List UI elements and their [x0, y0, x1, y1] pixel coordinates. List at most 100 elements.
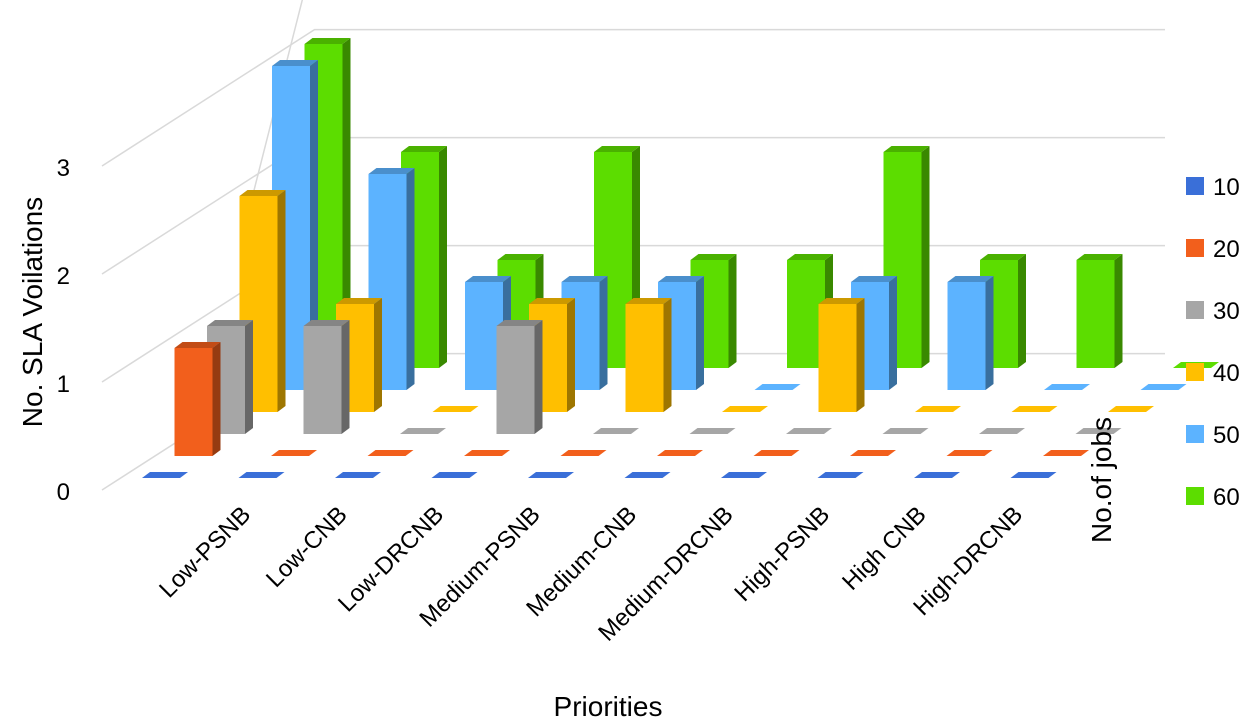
- bar-flat: [753, 450, 800, 456]
- legend-label: 10: [1213, 174, 1240, 201]
- bar-40-5: [625, 298, 672, 412]
- bar-10-4: [431, 472, 478, 478]
- bar-10-6: [624, 472, 671, 478]
- bar-flat: [142, 472, 188, 478]
- bar-30-3: [400, 428, 446, 434]
- bar-side: [534, 320, 543, 434]
- category-labels: Low-PSNB Low-CNBLow-DRCNBMedium-PSNBMediu…: [154, 501, 1028, 646]
- bar-top: [174, 342, 221, 348]
- bar-top: [336, 298, 382, 304]
- bar-20-6: [657, 450, 703, 456]
- bar-50-6: [754, 384, 801, 390]
- bar-top: [497, 254, 544, 260]
- bar-front: [174, 348, 213, 456]
- x-axis-title: Priorities: [554, 691, 663, 722]
- bar-front: [625, 304, 664, 412]
- x-tick-label: Low-CNB: [261, 501, 353, 593]
- bar-top: [465, 276, 511, 282]
- bar-40-10: [1108, 406, 1154, 412]
- bar-top: [625, 298, 672, 304]
- bar-top: [1076, 254, 1123, 260]
- bar-front: [818, 304, 857, 412]
- bar-10-3: [335, 472, 381, 478]
- bar-side: [728, 254, 737, 368]
- bar-side: [310, 60, 318, 390]
- bar-side: [696, 276, 704, 390]
- bar-30-10: [1075, 428, 1122, 434]
- legend-swatch: [1186, 239, 1204, 257]
- bar-50-9: [1044, 384, 1090, 390]
- bar-top: [594, 146, 640, 152]
- bar-top: [272, 60, 318, 66]
- bar-side: [985, 276, 994, 390]
- legend-swatch: [1186, 301, 1204, 319]
- bar-top: [851, 276, 897, 282]
- bar-top: [304, 38, 351, 44]
- bar-10-10: [1010, 472, 1057, 478]
- legend-label: 30: [1213, 298, 1240, 325]
- bar-10-8: [817, 472, 864, 478]
- bar-30-7: [786, 428, 832, 434]
- bar-50-8: [947, 276, 994, 390]
- bars: [142, 38, 1219, 478]
- bar-flat: [1044, 384, 1090, 390]
- legend-swatch: [1186, 425, 1204, 443]
- bar-side: [856, 298, 865, 412]
- bar-flat: [817, 472, 864, 478]
- bar-front: [947, 282, 986, 390]
- bar-flat: [271, 450, 317, 456]
- bar-40-7: [818, 298, 865, 412]
- bar-side: [1018, 254, 1026, 368]
- bar-20-3: [367, 450, 414, 456]
- bar-30-4: [496, 320, 543, 434]
- bar-flat: [1108, 406, 1154, 412]
- bar-flat: [1140, 384, 1187, 390]
- bar-20-8: [850, 450, 896, 456]
- bar-flat: [528, 472, 574, 478]
- legend-label: 60: [1213, 484, 1240, 511]
- bar-flat: [624, 472, 671, 478]
- y-axis-title: No. SLA Voilations: [17, 197, 48, 427]
- y-ticks: 0 1 2 3: [57, 155, 70, 506]
- bar-side: [342, 38, 351, 368]
- bar-front: [1076, 260, 1115, 368]
- bar-side: [1114, 254, 1123, 368]
- bar-side: [889, 276, 897, 390]
- x-tick-label: Low-PSNB: [154, 501, 256, 603]
- bar-side: [439, 146, 447, 368]
- bar-20-1: [174, 342, 221, 456]
- bar-flat: [722, 406, 768, 412]
- bar-10-7: [721, 472, 767, 478]
- bar-flat: [915, 406, 961, 412]
- legend-swatch: [1186, 487, 1204, 505]
- bar-top: [207, 320, 253, 326]
- bar-40-6: [722, 406, 768, 412]
- bar-40-3: [432, 406, 479, 412]
- bar-40-8: [915, 406, 961, 412]
- bar-flat: [850, 450, 896, 456]
- bar-side: [245, 320, 253, 434]
- bar-flat: [786, 428, 832, 434]
- y-tick-label: 1: [57, 371, 70, 398]
- bar-top: [303, 320, 350, 326]
- bar-flat: [593, 428, 639, 434]
- bar-30-8: [882, 428, 929, 434]
- x-tick-label: High-PSNB: [729, 501, 835, 607]
- bar-top: [561, 276, 608, 282]
- legend-swatch: [1186, 363, 1204, 381]
- gridline: [101, 28, 1165, 167]
- bar-flat: [1075, 428, 1122, 434]
- bar-flat: [335, 472, 381, 478]
- legend-label: 50: [1213, 422, 1240, 449]
- bar-front: [303, 326, 342, 434]
- bar-side: [277, 190, 286, 412]
- depth-axis-title: No.of jobs: [1086, 417, 1117, 543]
- bar-flat: [432, 406, 479, 412]
- bar-flat: [367, 450, 414, 456]
- bar-10-2: [238, 472, 285, 478]
- bar-top: [947, 276, 994, 282]
- bar-flat: [464, 450, 510, 456]
- bar-flat: [882, 428, 929, 434]
- bar-top: [239, 190, 286, 196]
